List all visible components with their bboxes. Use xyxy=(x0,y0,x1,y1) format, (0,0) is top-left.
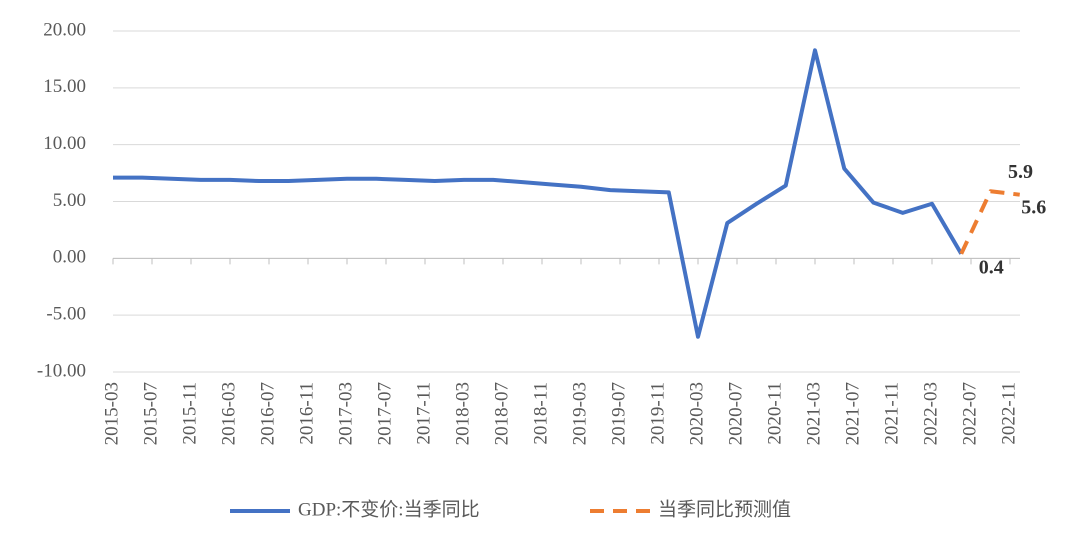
legend-label: 当季同比预测值 xyxy=(658,498,791,520)
y-tick-label: 5.00 xyxy=(53,190,86,211)
y-tick-label: 10.00 xyxy=(43,133,86,154)
y-tick-label: 15.00 xyxy=(43,76,86,97)
x-tick-label: 2020-07 xyxy=(725,382,746,445)
x-tick-label: 2017-03 xyxy=(335,382,356,445)
x-tick-label: 2022-03 xyxy=(920,382,941,445)
y-tick-label: 20.00 xyxy=(43,19,86,40)
x-tick-label: 2015-11 xyxy=(179,382,200,445)
x-tick-label: 2017-11 xyxy=(413,382,434,445)
x-tick-label: 2018-11 xyxy=(530,382,551,445)
data-label: 5.6 xyxy=(1021,196,1046,218)
x-tick-label: 2017-07 xyxy=(374,382,395,445)
x-tick-label: 2018-03 xyxy=(452,382,473,445)
data-label: 5.9 xyxy=(1008,161,1033,183)
x-tick-label: 2019-11 xyxy=(647,382,668,445)
x-tick-label: 2015-03 xyxy=(101,382,122,445)
legend-label: GDP:不变价:当季同比 xyxy=(298,498,480,520)
x-tick-label: 2016-11 xyxy=(296,382,317,445)
x-tick-label: 2019-07 xyxy=(608,382,629,445)
x-tick-label: 2015-07 xyxy=(140,382,161,445)
x-tick-label: 2021-03 xyxy=(803,382,824,445)
y-tick-label: -10.00 xyxy=(37,360,86,381)
x-tick-label: 2020-11 xyxy=(764,382,785,445)
y-tick-label: -5.00 xyxy=(46,304,86,325)
series-line xyxy=(113,48,963,339)
y-tick-label: 0.00 xyxy=(53,247,86,268)
x-tick-label: 2019-03 xyxy=(569,382,590,445)
x-tick-label: 2021-07 xyxy=(842,382,863,445)
x-tick-label: 2020-03 xyxy=(686,382,707,445)
x-tick-label: 2022-07 xyxy=(959,382,980,445)
x-tick-label: 2016-07 xyxy=(257,382,278,445)
data-label: 0.4 xyxy=(979,256,1004,278)
x-tick-label: 2021-11 xyxy=(881,382,902,445)
x-tick-label: 2018-07 xyxy=(491,382,512,445)
x-tick-label: 2022-11 xyxy=(998,382,1019,445)
series-line xyxy=(959,189,1020,255)
x-tick-label: 2016-03 xyxy=(218,382,239,445)
